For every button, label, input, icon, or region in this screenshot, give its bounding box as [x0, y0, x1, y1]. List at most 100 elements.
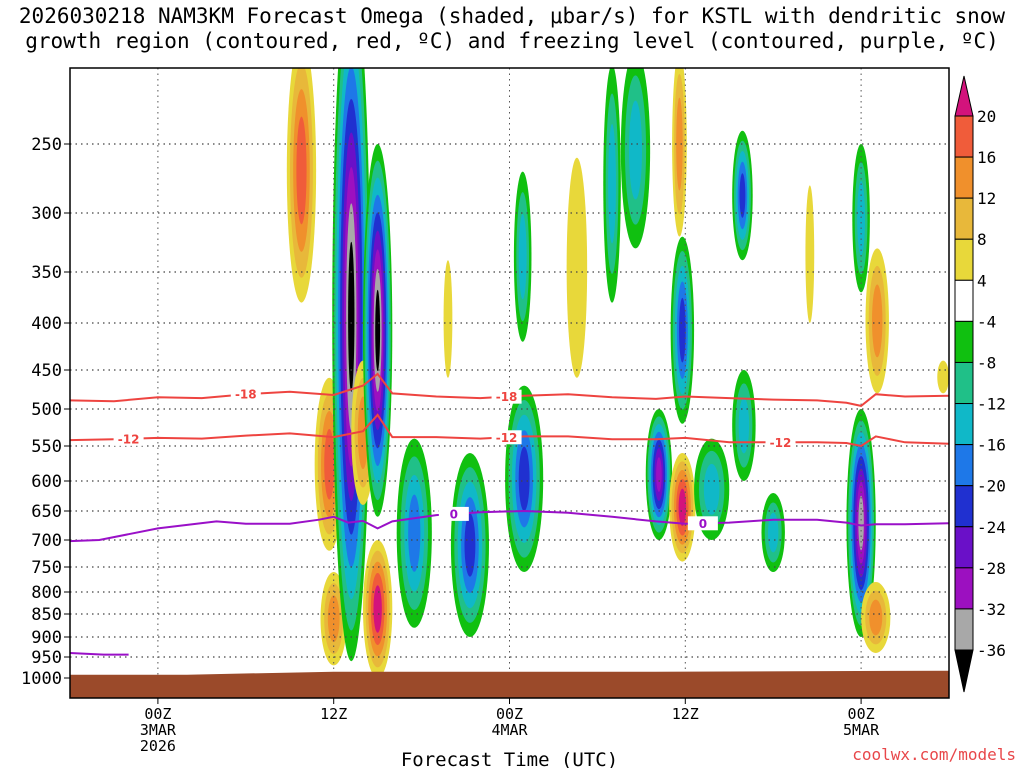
omega-level — [872, 284, 883, 358]
contour-label: 0 — [699, 517, 707, 531]
site-credit: coolwx.com/models — [852, 745, 1016, 764]
x-tick-label: 00Z — [496, 705, 523, 723]
colorbar-label: 4 — [977, 271, 987, 290]
colorbar-band — [954, 320, 974, 363]
omega-level — [656, 457, 662, 492]
y-tick-label: 450 — [31, 361, 62, 381]
omega-cell — [805, 185, 815, 323]
omega-cell — [620, 68, 651, 249]
chart-title: 2026030218 NAM3KM Forecast Omega (shaded… — [0, 4, 1024, 54]
omega-level — [324, 429, 335, 500]
colorbar-band — [954, 361, 974, 405]
colorbar-band — [954, 485, 974, 528]
omega-level — [679, 297, 686, 363]
colorbar-band — [954, 197, 974, 240]
omega-level — [566, 157, 588, 378]
contour-line — [70, 413, 949, 448]
omega-level — [373, 585, 382, 633]
colorbar-band — [954, 279, 974, 322]
colorbar-label: -36 — [977, 641, 1006, 660]
x-tick-label: 12Z — [320, 705, 347, 723]
y-tick-label: 1000 — [21, 669, 62, 689]
y-tick-label: 350 — [31, 263, 62, 283]
omega-cell — [505, 385, 544, 572]
omega-level — [739, 173, 746, 218]
contour-label-bg — [687, 516, 718, 531]
contour-line — [70, 509, 949, 543]
omega-level — [518, 213, 527, 300]
y-tick-label: 650 — [31, 502, 62, 522]
x-tick-year: 2026 — [140, 737, 176, 755]
colorbar-label: -32 — [977, 600, 1006, 619]
contour-label-bg — [438, 506, 469, 521]
y-tick-label: 800 — [31, 583, 62, 603]
contour-label: -12 — [118, 432, 140, 446]
y-tick-label: 550 — [31, 437, 62, 457]
omega-level — [375, 289, 381, 372]
colorbar-band — [954, 567, 974, 610]
colorbar-label: -24 — [977, 518, 1006, 537]
colorbar-label: -4 — [977, 312, 996, 331]
omega-cell — [669, 453, 696, 562]
colorbar-band — [954, 403, 974, 446]
y-tick-label: 950 — [31, 648, 62, 668]
y-tick-label: 700 — [31, 531, 62, 551]
omega-cell — [363, 144, 393, 517]
omega-cell — [603, 68, 621, 303]
y-tick-label: 850 — [31, 605, 62, 625]
colorbar-band — [954, 238, 974, 281]
omega-cell — [761, 493, 785, 572]
contour-label-bg — [113, 431, 144, 446]
omega-cell — [443, 260, 453, 378]
y-tick-label: 300 — [31, 204, 62, 224]
omega-level — [628, 100, 643, 200]
omega-cell — [513, 171, 532, 342]
contour-label-bg — [491, 389, 522, 404]
y-tick-label: 750 — [31, 558, 62, 578]
colorbar-label: -28 — [977, 559, 1006, 578]
omega-level — [805, 185, 815, 323]
omega-cell — [732, 130, 753, 261]
contour-label: -12 — [770, 436, 792, 450]
colorbar-band — [954, 526, 974, 569]
contour-lines: -18 -18 -12 -12 -12 0 0 — [70, 372, 949, 656]
omega-level — [464, 513, 476, 577]
omega-cell — [566, 157, 588, 378]
terrain — [70, 670, 949, 698]
omega-level — [869, 599, 883, 636]
x-tick-label: 00Z — [848, 705, 875, 723]
colorbar-label: 12 — [977, 189, 996, 208]
colorbar-label: -20 — [977, 477, 1006, 496]
colorbar-arrow-bottom — [954, 649, 974, 693]
x-tick-label: 00Z — [144, 705, 171, 723]
chart-title-line2: growth region (contoured, red, ºC) and f… — [25, 29, 999, 53]
omega-cell — [694, 438, 730, 540]
contour-label-bg — [230, 387, 261, 402]
x-tick-date: 5MAR — [843, 721, 880, 739]
x-axis-title: Forecast Time (UTC) — [401, 749, 618, 768]
omega-cell — [672, 68, 687, 237]
y-tick-label: 900 — [31, 628, 62, 648]
omega-level — [518, 446, 530, 511]
omega-cell — [865, 248, 889, 394]
omega-level — [443, 260, 453, 378]
y-tick-label: 500 — [31, 400, 62, 420]
omega-level — [296, 116, 307, 225]
omega-cell — [363, 540, 393, 678]
omega-shading — [286, 68, 949, 678]
contour-label: -18 — [496, 390, 518, 404]
omega-cell — [396, 438, 432, 628]
omega-level — [678, 488, 687, 527]
y-tick-label: 250 — [31, 135, 62, 155]
omega-level — [408, 494, 421, 572]
omega-level — [676, 97, 683, 191]
contour-label: -18 — [235, 388, 257, 402]
omega-cell — [846, 409, 876, 637]
omega-cell — [937, 360, 949, 394]
colorbar-band — [954, 608, 974, 651]
y-tick-label: 600 — [31, 472, 62, 492]
terrain-fill — [70, 670, 949, 698]
